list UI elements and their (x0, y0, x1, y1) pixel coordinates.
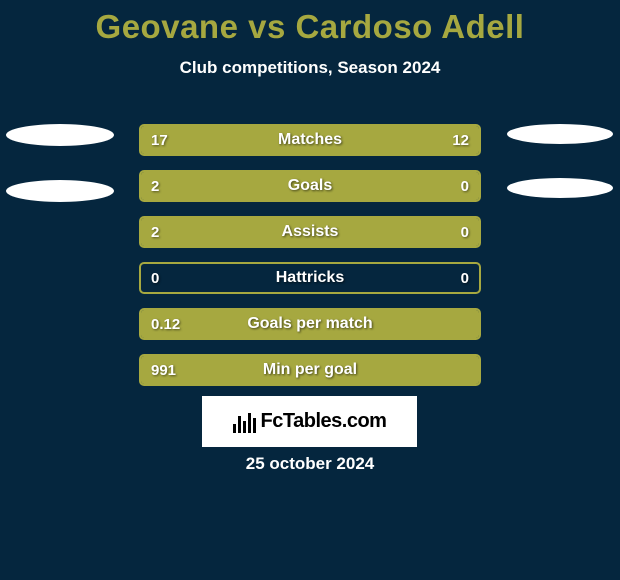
comparison-bars: 1712Matches 20Goals 20Assists 00Hattricks 0.… (139, 124, 481, 400)
date-text: 25 october 2024 (0, 454, 620, 474)
bar-metric-label: Goals (141, 172, 479, 200)
bar-metric-label: Min per goal (141, 356, 479, 384)
chart-icon (233, 411, 256, 433)
subtitle: Club competitions, Season 2024 (0, 58, 620, 78)
stat-bar: 20Goals (139, 170, 481, 202)
bar-metric-label: Assists (141, 218, 479, 246)
left-badge-column (0, 124, 120, 236)
bar-metric-label: Matches (141, 126, 479, 154)
stat-bar: 20Assists (139, 216, 481, 248)
stat-bar: 0.12Goals per match (139, 308, 481, 340)
bar-metric-label: Hattricks (141, 264, 479, 292)
brand-text: FcTables.com (261, 410, 387, 433)
team-badge-right (507, 178, 613, 198)
page-title: Geovane vs Cardoso Adell (0, 0, 620, 46)
team-badge-left (6, 124, 114, 146)
bar-metric-label: Goals per match (141, 310, 479, 338)
stat-bar: 991Min per goal (139, 354, 481, 386)
team-badge-right (507, 124, 613, 144)
brand-box: FcTables.com (202, 396, 417, 447)
stat-bar: 1712Matches (139, 124, 481, 156)
stat-bar: 00Hattricks (139, 262, 481, 294)
team-badge-left (6, 180, 114, 202)
right-badge-column (500, 124, 620, 232)
